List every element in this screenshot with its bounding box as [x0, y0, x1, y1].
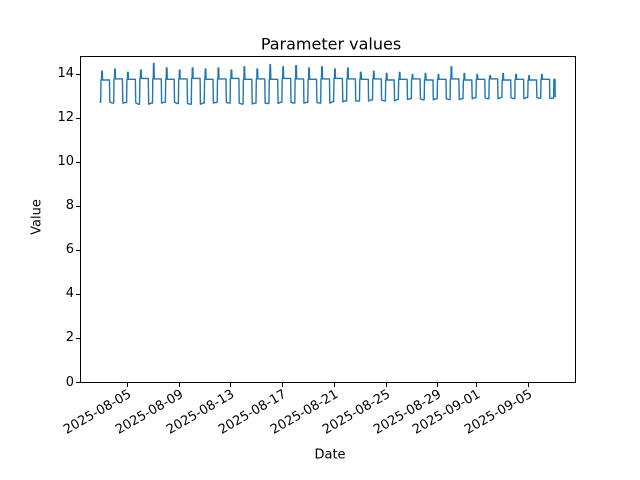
- x-axis-label: Date: [314, 447, 346, 463]
- y-tick-label: 8: [65, 198, 74, 214]
- plot-area: [80, 56, 576, 383]
- y-tick-mark: [76, 249, 80, 251]
- y-tick-label: 14: [57, 66, 74, 82]
- x-tick-mark: [230, 383, 232, 387]
- x-tick-mark: [178, 383, 180, 387]
- chart-title: Parameter values: [260, 34, 402, 54]
- y-tick-label: 10: [57, 154, 74, 170]
- x-tick-mark: [476, 383, 478, 387]
- y-tick-label: 2: [65, 330, 74, 346]
- y-tick-mark: [76, 161, 80, 163]
- y-tick-label: 12: [57, 110, 74, 126]
- y-tick-mark: [76, 293, 80, 295]
- x-tick-mark: [282, 383, 284, 387]
- y-tick-mark: [76, 117, 80, 119]
- y-tick-label: 6: [65, 242, 74, 258]
- y-axis-label: Value: [29, 199, 45, 235]
- y-tick-mark: [76, 205, 80, 207]
- y-tick-label: 4: [65, 286, 74, 302]
- series-line: [99, 62, 557, 105]
- y-tick-mark: [76, 73, 80, 75]
- x-tick-mark: [437, 383, 439, 387]
- x-tick-mark: [126, 383, 128, 387]
- x-tick-mark: [528, 383, 530, 387]
- y-tick-mark: [76, 382, 80, 383]
- x-tick-mark: [333, 383, 335, 387]
- y-tick-mark: [76, 337, 80, 339]
- y-tick-label: 0: [65, 374, 74, 390]
- x-tick-mark: [385, 383, 387, 387]
